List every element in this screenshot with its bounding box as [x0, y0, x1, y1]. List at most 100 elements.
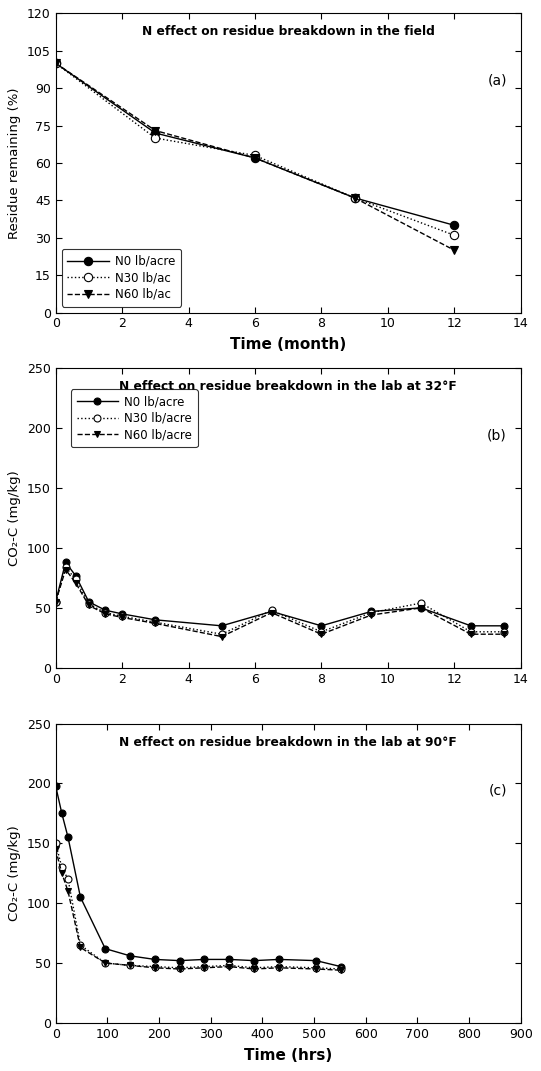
Legend: N0 lb/acre, N30 lb/acre, N60 lb/acre: N0 lb/acre, N30 lb/acre, N60 lb/acre	[71, 390, 197, 448]
N0 lb/acre	[65, 831, 71, 844]
N30 lb/acre	[268, 604, 275, 617]
N0 lb/acre	[275, 953, 282, 966]
N0 lb/acre	[52, 595, 59, 608]
Text: (b): (b)	[487, 428, 507, 442]
N60 lb/acre	[318, 628, 325, 640]
Text: N effect on residue breakdown in the field: N effect on residue breakdown in the fie…	[142, 26, 434, 39]
N0 lb/acre	[368, 605, 374, 618]
N30 lb/acre	[58, 861, 65, 874]
N60 lb/ac	[252, 151, 258, 164]
N0 lb/acre	[52, 780, 59, 793]
N0 lb/acre	[338, 961, 344, 974]
N60 lb/acre	[152, 617, 159, 630]
N60 lb/acre	[102, 607, 109, 620]
N30 lb/acre	[127, 959, 133, 971]
N60 lb/acre	[85, 599, 92, 612]
X-axis label: Time (hrs): Time (hrs)	[244, 1047, 332, 1062]
Line: N0 lb/acre: N0 lb/acre	[52, 559, 507, 630]
Text: (c): (c)	[489, 784, 507, 798]
Text: N effect on residue breakdown in the lab at 90°F: N effect on residue breakdown in the lab…	[120, 736, 457, 749]
N30 lb/acre	[102, 606, 109, 619]
N30 lb/acre	[219, 628, 225, 640]
N60 lb/acre	[58, 866, 65, 879]
N30 lb/acre	[119, 609, 126, 622]
N30 lb/acre	[151, 961, 158, 974]
N60 lb/acre	[72, 576, 79, 589]
N0 lb/acre	[127, 949, 133, 962]
N0 lb/acre	[252, 151, 258, 164]
N0 lb/acre	[251, 954, 258, 967]
N60 lb/acre	[467, 628, 474, 640]
N30 lb/ac	[451, 229, 458, 242]
Line: N0 lb/acre: N0 lb/acre	[51, 59, 458, 229]
N60 lb/acre	[418, 602, 424, 615]
N0 lb/acre	[418, 602, 424, 615]
N60 lb/acre	[151, 962, 158, 975]
N60 lb/ac	[152, 124, 159, 137]
N30 lb/ac	[252, 149, 258, 162]
N60 lb/acre	[102, 956, 109, 969]
Line: N60 lb/acre: N60 lb/acre	[52, 567, 507, 640]
N0 lb/acre	[467, 619, 474, 632]
N60 lb/acre	[65, 885, 71, 897]
N60 lb/acre	[52, 843, 59, 856]
N60 lb/acre	[219, 630, 225, 643]
N60 lb/ac	[52, 57, 59, 70]
N30 lb/acre	[52, 595, 59, 608]
Line: N30 lb/ac: N30 lb/ac	[51, 59, 458, 240]
N0 lb/acre	[152, 126, 159, 139]
N60 lb/ac	[351, 192, 358, 205]
N0 lb/acre	[176, 954, 183, 967]
Y-axis label: CO₂-C (mg/kg): CO₂-C (mg/kg)	[8, 826, 21, 921]
N30 lb/acre	[467, 625, 474, 638]
N0 lb/acre	[351, 192, 358, 205]
N60 lb/acre	[119, 612, 126, 624]
N60 lb/ac	[451, 244, 458, 257]
N0 lb/acre	[151, 953, 158, 966]
N30 lb/acre	[251, 962, 258, 975]
N0 lb/acre	[85, 595, 92, 608]
N30 lb/acre	[65, 873, 71, 886]
N0 lb/acre	[77, 891, 84, 904]
N0 lb/acre	[318, 619, 325, 632]
N30 lb/ac	[52, 57, 59, 70]
N30 lb/acre	[152, 616, 159, 629]
N60 lb/acre	[77, 941, 84, 954]
Text: (a): (a)	[487, 73, 507, 87]
N0 lb/acre	[58, 806, 65, 819]
N60 lb/acre	[176, 963, 183, 976]
N30 lb/acre	[85, 598, 92, 610]
N30 lb/acre	[72, 573, 79, 586]
N30 lb/acre	[368, 606, 374, 619]
N60 lb/acre	[251, 963, 258, 976]
N60 lb/acre	[62, 563, 69, 576]
N0 lb/acre	[102, 604, 109, 617]
Line: N60 lb/acre: N60 lb/acre	[52, 846, 345, 974]
N60 lb/acre	[313, 963, 319, 976]
N0 lb/acre	[72, 569, 79, 582]
N0 lb/acre	[268, 605, 275, 618]
Line: N30 lb/acre: N30 lb/acre	[52, 840, 345, 972]
Line: N60 lb/ac: N60 lb/ac	[51, 59, 458, 255]
X-axis label: Time (month): Time (month)	[230, 337, 346, 352]
N0 lb/acre	[219, 619, 225, 632]
N30 lb/acre	[501, 625, 507, 638]
N30 lb/acre	[338, 963, 344, 976]
N30 lb/acre	[62, 561, 69, 574]
N60 lb/acre	[127, 959, 133, 971]
N0 lb/acre	[501, 619, 507, 632]
N0 lb/acre	[313, 954, 319, 967]
N0 lb/acre	[52, 57, 59, 70]
N30 lb/acre	[77, 938, 84, 951]
N0 lb/acre	[451, 218, 458, 231]
N30 lb/acre	[52, 836, 59, 849]
N0 lb/acre	[226, 953, 233, 966]
N0 lb/acre	[62, 556, 69, 569]
N60 lb/acre	[275, 962, 282, 975]
Y-axis label: Residue remaining (%): Residue remaining (%)	[8, 87, 21, 239]
N30 lb/acre	[318, 625, 325, 638]
Line: N30 lb/acre: N30 lb/acre	[52, 563, 507, 637]
N30 lb/acre	[176, 962, 183, 975]
Legend: N0 lb/acre, N30 lb/ac, N60 lb/ac: N0 lb/acre, N30 lb/ac, N60 lb/ac	[62, 248, 181, 306]
N30 lb/acre	[226, 959, 233, 971]
